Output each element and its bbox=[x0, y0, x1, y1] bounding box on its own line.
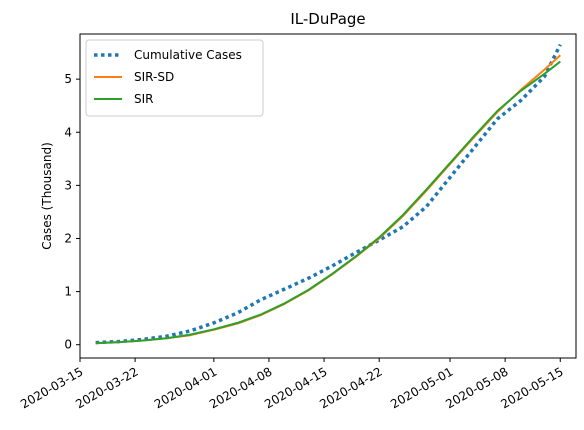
y-axis-label: Cases (Thousand) bbox=[40, 142, 54, 250]
y-tick-label: 2 bbox=[64, 231, 72, 245]
series-line-cumulative-cases bbox=[95, 43, 562, 345]
x-tick-label: 2020-04-22 bbox=[317, 364, 384, 411]
y-tick-label: 1 bbox=[64, 285, 72, 299]
legend-label: SIR-SD bbox=[134, 70, 174, 84]
y-tick-label: 0 bbox=[64, 338, 72, 352]
legend-label: SIR bbox=[134, 92, 154, 106]
series-line-sir bbox=[95, 60, 561, 345]
plot-lines bbox=[95, 43, 562, 345]
legend: Cumulative Cases SIR-SD SIR bbox=[85, 39, 264, 117]
y-tick-label: 5 bbox=[64, 72, 72, 86]
x-tick-label: 2020-05-15 bbox=[498, 364, 565, 411]
legend-box bbox=[85, 39, 264, 117]
y-tick-label: 3 bbox=[64, 178, 72, 192]
y-tick-label: 4 bbox=[64, 125, 72, 139]
axes-frame bbox=[79, 33, 577, 359]
chart-title: IL-DuPage bbox=[290, 10, 365, 28]
x-tick-label: 2020-03-22 bbox=[73, 364, 140, 411]
legend-label: Cumulative Cases bbox=[134, 48, 242, 62]
